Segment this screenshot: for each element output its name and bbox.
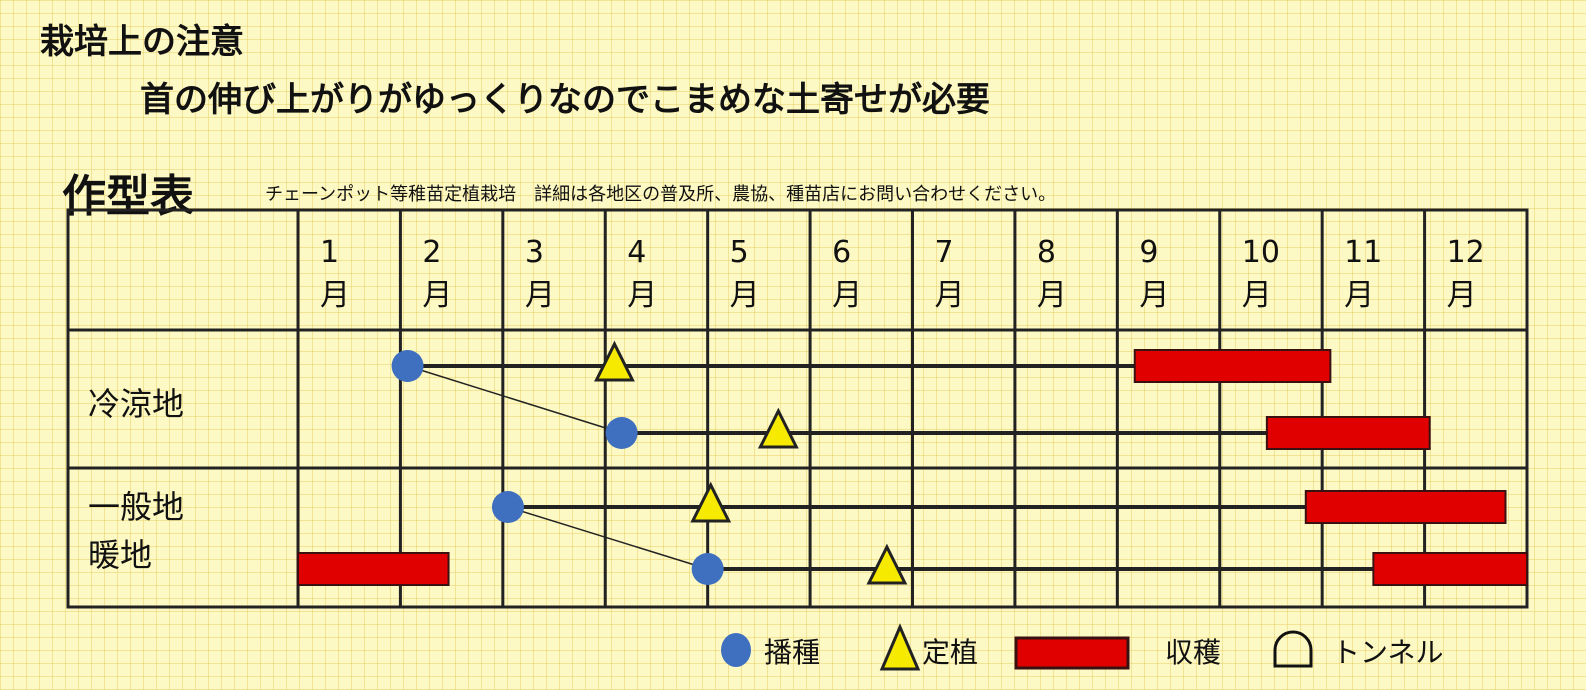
month-suffix: 月 [1242, 278, 1272, 313]
month-suffix: 月 [1037, 278, 1067, 313]
month-number: 4 [627, 235, 646, 270]
table-note: チェーンポット等稚苗定植栽培 詳細は各地区の普及所、農協、種苗店にお問い合わせく… [265, 184, 1057, 205]
harvest-bar [1304, 490, 1507, 524]
month-number: 10 [1242, 235, 1280, 270]
month-suffix: 月 [1344, 278, 1374, 313]
sowing-marker [491, 491, 524, 523]
table-border [66, 208, 1529, 609]
month-suffix: 月 [422, 278, 452, 313]
tunnel-icon [1273, 630, 1313, 668]
sowing-marker [691, 553, 724, 585]
sowing-marker [605, 417, 638, 449]
region-label: 暖地 [88, 536, 152, 574]
circle-icon [721, 633, 751, 667]
region-label: 一般地 [88, 488, 184, 526]
sowing-link-line [507, 506, 708, 570]
month-suffix: 月 [832, 278, 862, 313]
month-number: 1 [320, 235, 339, 270]
red-bar-icon [1014, 636, 1130, 670]
month-suffix: 月 [1447, 278, 1477, 313]
month-number: 11 [1344, 235, 1382, 270]
month-suffix: 月 [1139, 278, 1169, 313]
month-suffix: 月 [935, 278, 965, 313]
legend-label: 播種 [764, 636, 820, 669]
month-number: 2 [422, 235, 441, 270]
table-title: 作型表 [62, 171, 194, 222]
month-number: 5 [730, 235, 749, 270]
harvest-bar [297, 552, 450, 586]
planting-marker [757, 407, 799, 449]
harvest-bar [1133, 349, 1332, 383]
harvest-bar [1372, 552, 1528, 586]
month-number: 3 [525, 235, 544, 270]
month-suffix: 月 [320, 278, 350, 313]
legend-label: 収穫 [1165, 636, 1221, 669]
sowing-marker [391, 350, 424, 382]
planting-marker [594, 340, 635, 382]
month-number: 8 [1037, 235, 1056, 270]
heading: 栽培上の注意 [40, 22, 244, 62]
legend-label: 定植 [922, 636, 978, 669]
region-label: 冷涼地 [88, 385, 184, 423]
month-number: 7 [935, 235, 954, 270]
legend-label: トンネル [1332, 636, 1443, 669]
month-suffix: 月 [730, 278, 760, 313]
month-number: 9 [1139, 235, 1158, 270]
triangle-icon [879, 623, 921, 671]
month-suffix: 月 [627, 278, 657, 313]
sowing-link-line [407, 365, 622, 434]
planting-marker [690, 481, 732, 523]
harvest-bar [1265, 416, 1431, 450]
month-number: 6 [832, 235, 851, 270]
month-number: 12 [1447, 235, 1485, 270]
caution-text: 首の伸び上がりがゆっくりなのでこまめな土寄せが必要 [140, 80, 990, 120]
month-suffix: 月 [525, 278, 555, 313]
planting-marker [866, 543, 908, 585]
